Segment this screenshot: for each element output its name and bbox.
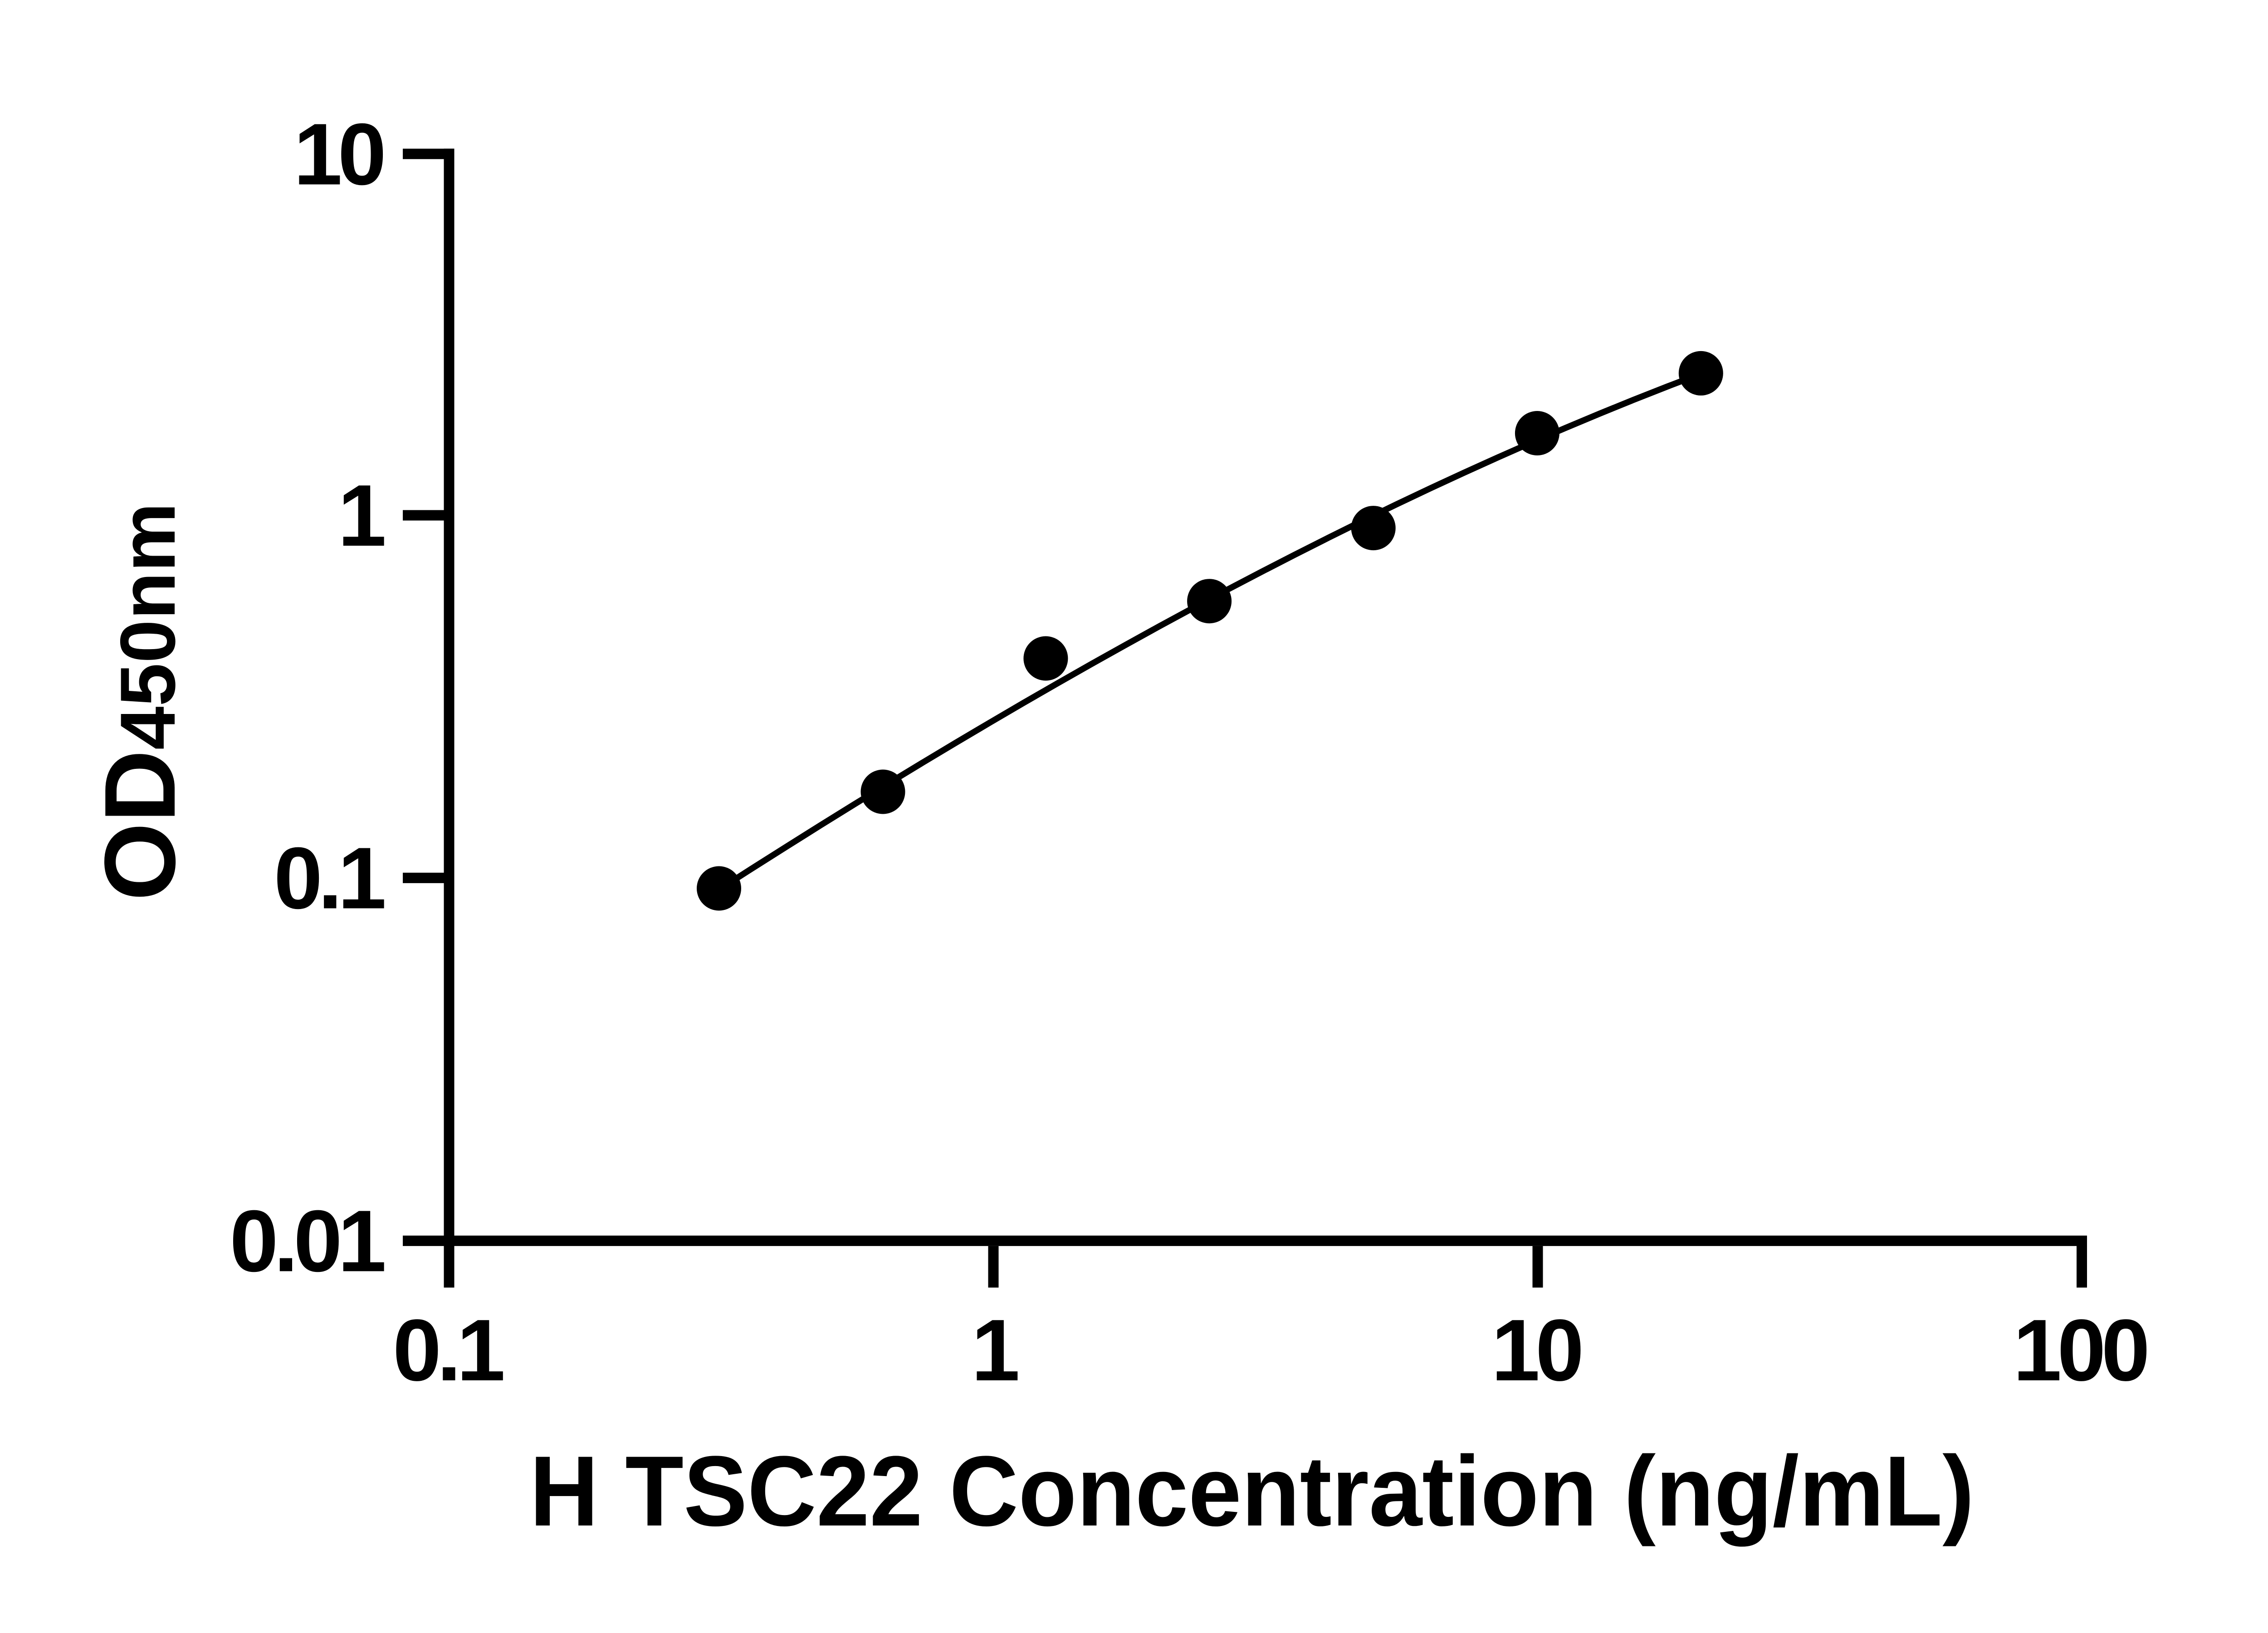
svg-text:1: 1: [971, 1301, 1017, 1399]
svg-text:10: 10: [1491, 1301, 1581, 1399]
svg-text:1: 1: [338, 466, 384, 564]
svg-text:OD450nm: OD450nm: [84, 503, 196, 901]
svg-text:0.1: 0.1: [393, 1301, 503, 1399]
svg-text:H TSC22 Concentration (ng/mL): H TSC22 Concentration (ng/mL): [530, 1435, 1975, 1547]
svg-text:100: 100: [2013, 1301, 2147, 1399]
svg-text:0.01: 0.01: [230, 1192, 384, 1290]
svg-text:0.1: 0.1: [274, 829, 384, 927]
svg-text:10: 10: [293, 105, 383, 203]
